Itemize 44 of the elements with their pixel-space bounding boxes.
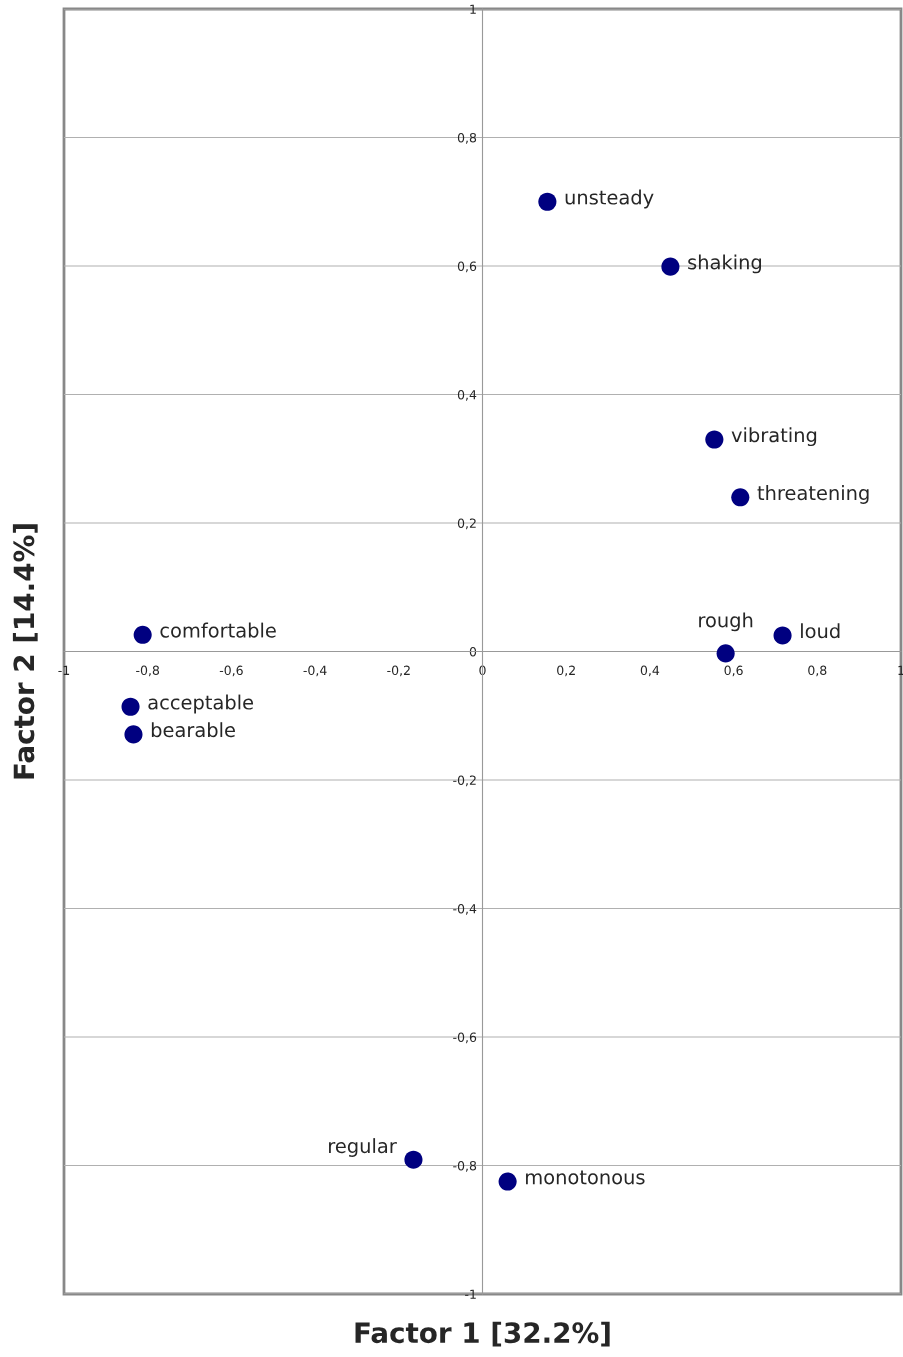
x-tick-label: 0,4 (640, 665, 660, 677)
y-tick-label: 0,4 (457, 389, 477, 401)
y-tick-label: 1 (470, 4, 476, 14)
point (498, 1172, 517, 1191)
x-tick-label: -1 (58, 665, 70, 675)
y-axis-title: Factor 2 [14.4%] (12, 524, 38, 779)
y-tick-label: -0,4 (453, 903, 477, 915)
y-tick-label: -1 (465, 1289, 476, 1299)
x-tick-label: -0,6 (219, 665, 243, 677)
annotation: shaking (688, 254, 762, 274)
x-tick-label: 0,2 (557, 665, 575, 677)
x-tick-label: 0,8 (808, 665, 827, 677)
point (773, 626, 792, 645)
point (661, 257, 680, 276)
x-tick-label: -0,8 (136, 665, 160, 677)
point (731, 488, 750, 507)
annotation: loud (801, 623, 840, 639)
y-tick-label: -0,6 (453, 1032, 477, 1044)
point (133, 625, 152, 644)
point (716, 644, 735, 663)
annotation: rough (699, 612, 753, 632)
y-tick-label: 0,2 (457, 518, 476, 530)
annotation: unsteady (565, 189, 654, 209)
point (404, 1150, 423, 1169)
point (121, 697, 140, 716)
annotation: vibrating (731, 427, 817, 447)
x-tick-label: -0,2 (387, 665, 410, 677)
annotation: acceptable (148, 694, 254, 714)
point (705, 430, 724, 449)
x-tick-label: 1 (898, 665, 903, 675)
x-tick-label: 0,6 (724, 665, 743, 677)
point (538, 192, 557, 211)
y-tick-label: -0,8 (453, 1160, 477, 1172)
annotation: bearable (151, 722, 235, 738)
annotation: threatening (757, 485, 869, 504)
point (124, 725, 143, 744)
x-tick-label: -0,4 (303, 665, 327, 677)
y-tick-label: 0,6 (457, 261, 477, 273)
y-tick-label: -0,2 (453, 775, 476, 787)
x-axis-title: Factor 1 [32.2%] (355, 1321, 610, 1347)
annotation: regular (329, 1138, 397, 1157)
annotation: comfortable (160, 622, 276, 638)
annotation: monotonous (526, 1170, 645, 1185)
y-tick-label: 0,8 (457, 132, 477, 144)
